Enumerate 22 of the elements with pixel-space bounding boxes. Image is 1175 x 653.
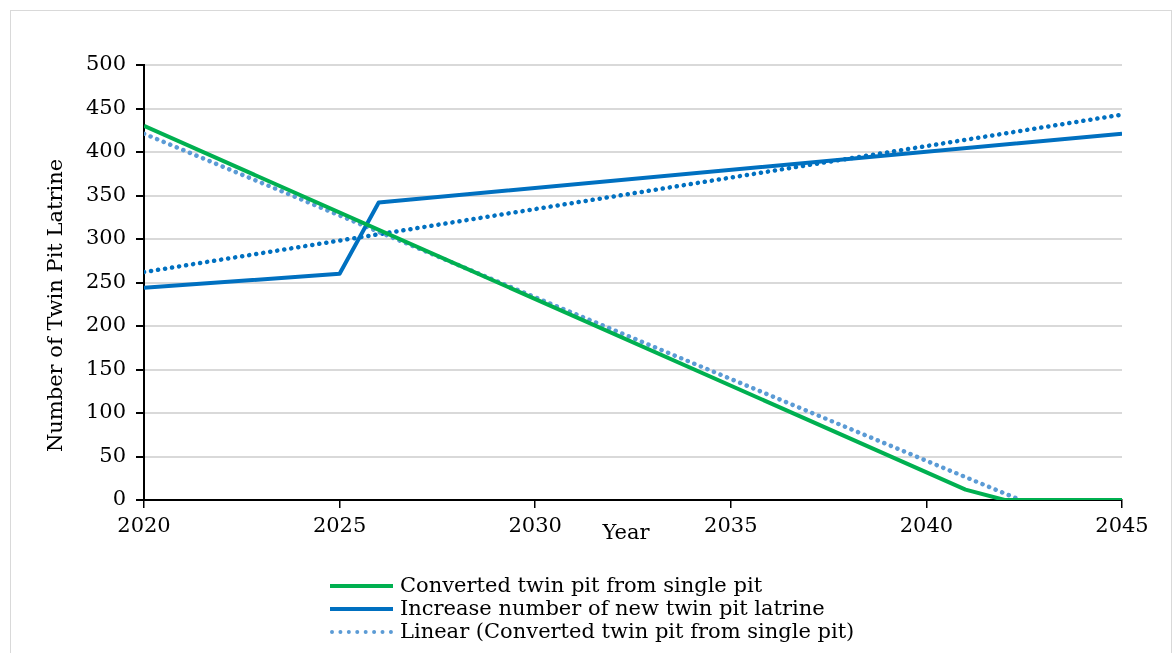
y-tick-label: 0 [112, 486, 126, 511]
y-axis-title: Number of Twin Pit Latrine [43, 158, 68, 453]
y-tick-label: 400 [85, 138, 126, 163]
y-tick-label: 300 [85, 225, 126, 250]
y-tick-label: 500 [85, 51, 126, 76]
legend-label: Increase number of new twin pit latrine [400, 596, 825, 620]
y-tick-label: 50 [99, 442, 126, 467]
y-tick-label: 450 [85, 94, 126, 119]
y-tick-label: 250 [85, 268, 126, 293]
legend-label: Linear (Converted twin pit from single pit) [400, 619, 855, 643]
legend-label: Converted twin pit from single pit [400, 573, 763, 597]
y-tick-label: 150 [85, 355, 126, 380]
y-tick-label: 350 [85, 181, 126, 206]
x-axis-title: Year [601, 520, 651, 545]
x-tick-label: 2025 [312, 513, 367, 538]
x-tick-label: 2030 [508, 513, 562, 538]
y-tick-label: 200 [85, 312, 126, 337]
x-tick-label: 2045 [1095, 513, 1149, 538]
x-tick-label: 2035 [704, 513, 758, 538]
y-tick-label: 100 [85, 399, 126, 424]
x-tick-label: 2020 [117, 513, 171, 538]
x-tick-label: 2040 [899, 513, 954, 538]
